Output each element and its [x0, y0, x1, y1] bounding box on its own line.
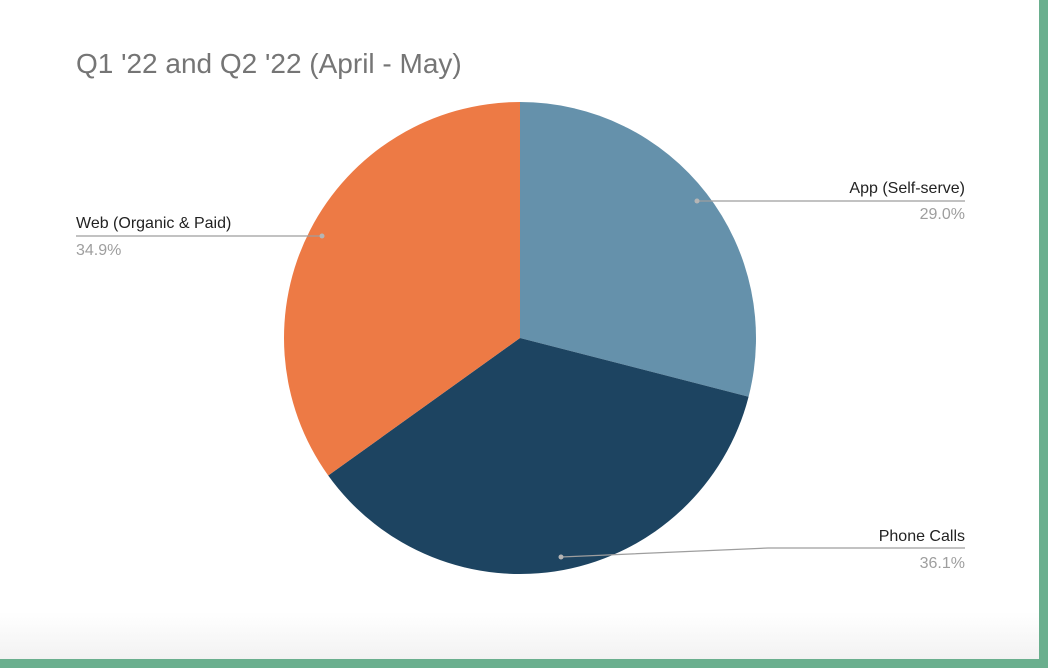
slice-percent-2: 34.9%: [76, 242, 121, 259]
pie-slices: [283, 102, 757, 575]
slice-labels: App (Self-serve) 29.0% Phone Calls 36.1% Web…: [76, 180, 965, 572]
leader-dot-1: [558, 554, 564, 560]
frame-border-right: [1039, 0, 1048, 668]
slice-label-1: Phone Calls: [879, 528, 965, 545]
slice-label-2: Web (Organic & Paid): [76, 215, 231, 232]
leader-lines: [76, 198, 965, 560]
chart-title: Q1 '22 and Q2 '22 (April - May): [76, 48, 462, 79]
leader-dot-2: [319, 233, 325, 239]
leader-dot-0: [694, 198, 700, 204]
slice-percent-1: 36.1%: [920, 555, 965, 572]
slice-percent-0: 29.0%: [920, 206, 965, 223]
frame-border-bottom: [0, 659, 1048, 668]
pie-slice-2[interactable]: [283, 102, 520, 476]
leader-line-1: [560, 547, 965, 558]
bottom-shade: [0, 612, 1039, 659]
pie-slice-0[interactable]: [520, 102, 757, 397]
slice-label-0: App (Self-serve): [849, 180, 965, 197]
pie-slice-1[interactable]: [328, 338, 749, 575]
